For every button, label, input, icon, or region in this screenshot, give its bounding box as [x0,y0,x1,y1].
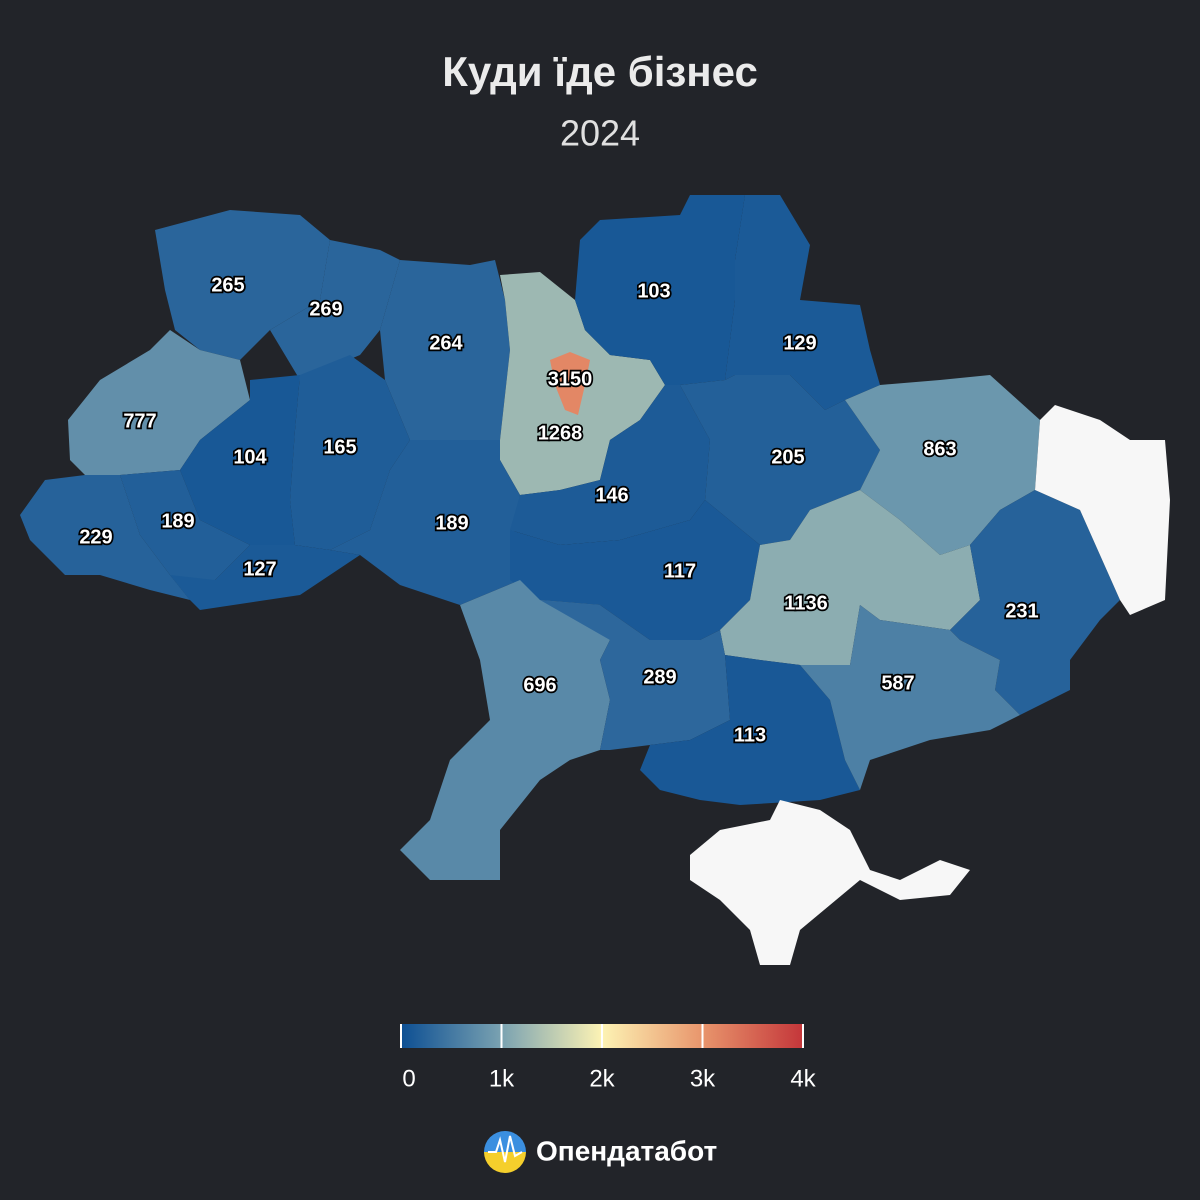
region-label: 587 [881,672,914,694]
region [725,195,880,410]
brand-logo-mark [488,1135,523,1163]
region-label: 165 [323,436,356,458]
region [640,655,860,805]
region-label: 229 [79,526,112,548]
region-label: 3150 [548,368,593,390]
color-legend: 0 1k 2k 3k 4k [400,1024,817,1092]
region-label: 189 [161,510,194,532]
region-label: 269 [309,298,342,320]
region [180,375,300,545]
region-label: 696 [523,674,556,696]
region [680,375,880,545]
brand-name: Опендатабот [536,1135,717,1166]
region-label: 104 [233,446,267,468]
region-label: 265 [211,274,244,296]
region-labels: 265 269 264 1268 3150 103 129 777 104 16… [78,273,1041,749]
region-label: 205 [771,446,804,468]
subtitle: 2024 [560,113,640,154]
region [550,352,590,415]
region-label: 1136 [784,592,827,614]
region-label: 129 [783,332,816,354]
region [400,580,610,880]
region-label: 103 [637,280,670,302]
region [510,500,760,640]
region-label: 113 [734,724,766,746]
region [380,260,510,440]
brand: Опендатабот [484,1131,717,1173]
region-label: 127 [243,558,276,580]
region-label: 777 [123,410,156,432]
brand-logo [484,1131,526,1173]
legend-tick-label: 0 [402,1065,415,1092]
legend-tick-label: 3k [690,1065,716,1092]
region-label: 264 [429,332,463,354]
region [510,385,710,545]
region-label: 146 [595,484,628,506]
region [800,605,1020,790]
region [270,240,400,380]
title: Куди їде бізнес [442,48,758,95]
regions [20,195,1170,965]
region-label: 1268 [538,422,583,444]
region-label: 117 [664,560,696,582]
region [120,470,250,600]
region [720,490,980,665]
region [170,545,360,610]
region [575,195,745,385]
region [950,490,1120,715]
region-no-data [1035,405,1170,615]
region [68,330,250,475]
region [540,600,730,750]
region-label: 231 [1005,600,1038,622]
legend-tick-label: 2k [589,1065,615,1092]
region-label: 289 [643,666,676,688]
legend-tick-label: 1k [489,1065,515,1092]
legend-tick-label: 4k [790,1065,816,1092]
region [20,475,190,600]
region-label: 189 [435,512,468,534]
region [290,355,410,550]
region-label: 863 [923,438,956,460]
region [155,210,330,360]
region [330,440,520,605]
region-no-data [690,800,970,965]
region [845,375,1040,555]
